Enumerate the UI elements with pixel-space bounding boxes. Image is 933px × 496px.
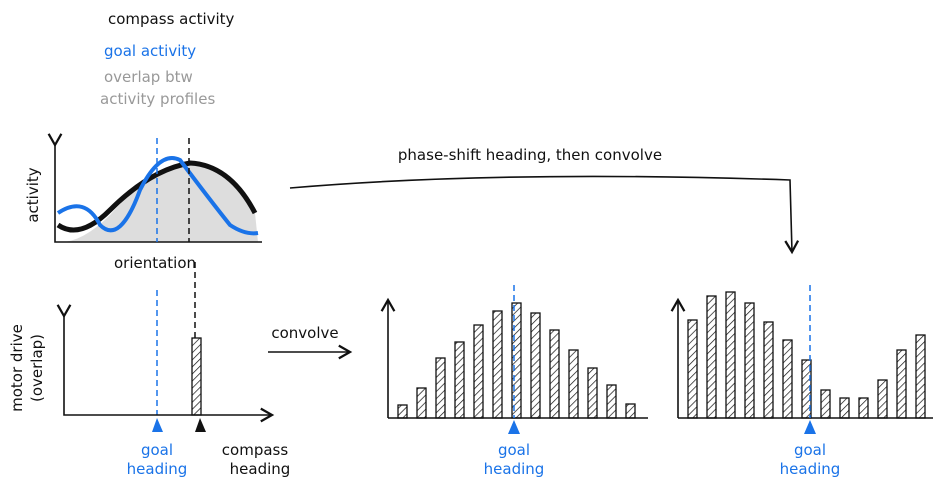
bar	[764, 322, 773, 418]
bar	[569, 350, 578, 418]
bar	[897, 350, 906, 418]
bar	[455, 342, 464, 418]
motor-plot: motor drive (overlap) goal heading compa…	[8, 262, 290, 478]
bar	[916, 335, 925, 418]
bar	[840, 398, 849, 418]
goal-label: heading	[484, 460, 545, 478]
bar	[474, 325, 483, 418]
y-label: activity	[24, 167, 42, 222]
legend-compass: compass activity	[108, 10, 235, 28]
top-plot: activity orientation	[24, 138, 262, 272]
bar	[550, 330, 559, 418]
arrow-label: phase-shift heading, then convolve	[398, 146, 662, 164]
bar	[688, 320, 697, 418]
goal-label: goal	[794, 441, 826, 459]
legend-overlap: activity profiles	[100, 90, 215, 108]
bar	[588, 368, 597, 418]
goal-label: heading	[127, 460, 188, 478]
goal-marker	[804, 420, 816, 434]
bar	[707, 296, 716, 418]
bar	[417, 388, 426, 418]
bar	[436, 358, 445, 418]
goal-label: goal	[141, 441, 173, 459]
diagram: compass activity goal activity overlap b…	[0, 0, 933, 496]
convolve-label: convolve	[271, 324, 338, 342]
compass-label: heading	[230, 460, 291, 478]
y-label: (overlap)	[28, 334, 46, 402]
goal-label: goal	[498, 441, 530, 459]
goal-marker	[508, 420, 520, 434]
legend-overlap: overlap btw	[104, 68, 193, 86]
y-label: motor drive	[8, 324, 26, 412]
bar	[783, 340, 792, 418]
bar	[531, 313, 540, 418]
bar	[745, 303, 754, 418]
bar	[626, 404, 635, 418]
bar	[726, 292, 735, 418]
bar	[821, 390, 830, 418]
bar	[398, 405, 407, 418]
bar	[859, 398, 868, 418]
bar	[493, 311, 502, 418]
bar	[192, 338, 201, 415]
x-label: orientation	[114, 254, 196, 272]
bar	[607, 385, 616, 418]
legend-goal: goal activity	[104, 42, 196, 60]
goal-label: heading	[780, 460, 841, 478]
bar	[878, 380, 887, 418]
compass-label: compass	[222, 441, 289, 459]
